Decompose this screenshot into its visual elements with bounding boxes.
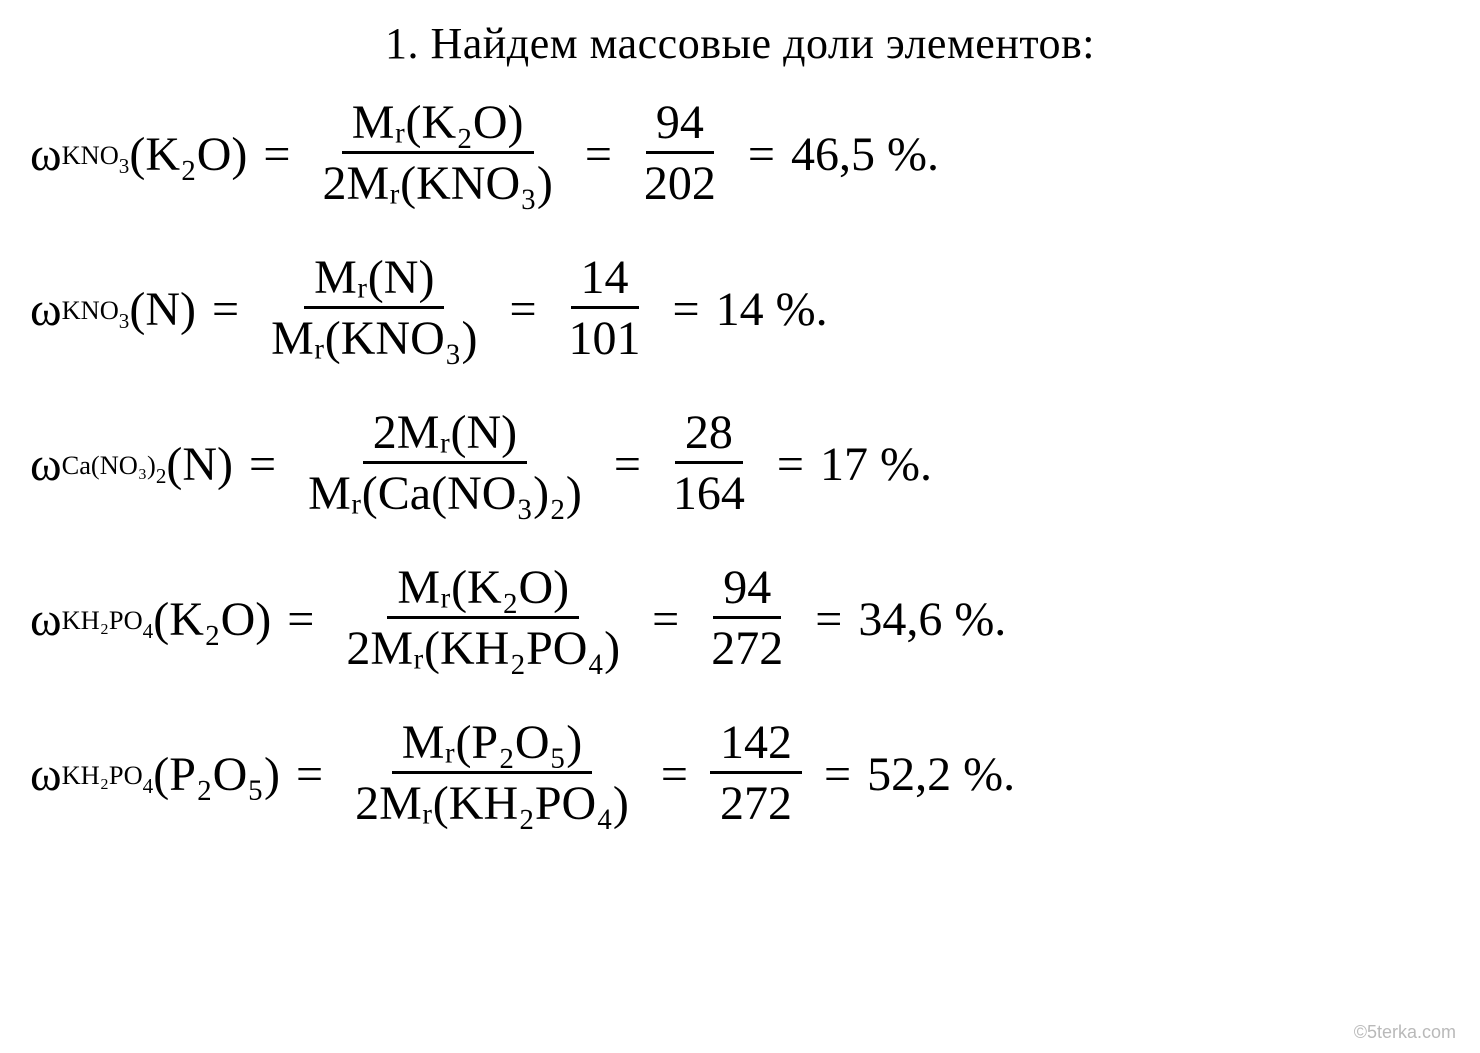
omega-arg: (N) xyxy=(129,286,196,334)
equals-sign: = xyxy=(824,751,851,799)
equation-row: ω KNO3 (K₂O) = Mᵣ(K₂O) 2Mᵣ(KNO₃) = 94 20… xyxy=(30,97,1450,212)
fraction-numerator: 14 xyxy=(571,252,639,309)
fraction-numeric: 142 272 xyxy=(710,717,802,832)
equals-sign: = xyxy=(249,441,276,489)
sub-compound: KNO xyxy=(62,295,119,325)
omega-term: ω KH₂PO4 (K₂O) xyxy=(30,596,271,644)
fraction-denominator: 2Mᵣ(KH₂PO₄) xyxy=(345,774,639,832)
fraction-numeric: 28 164 xyxy=(663,407,755,522)
equation-row: ω KNO3 (N) = Mᵣ(N) Mᵣ(KNO₃) = 14 101 = 1… xyxy=(30,252,1450,367)
omega-symbol: ω xyxy=(30,286,62,334)
fraction-numerator: Mᵣ(N) xyxy=(304,252,444,309)
fraction-denominator: Mᵣ(KNO₃) xyxy=(261,309,487,367)
fraction-numeric: 14 101 xyxy=(559,252,651,367)
fraction-symbolic: 2Mᵣ(N) Mᵣ(Ca(NO₃)₂) xyxy=(298,407,592,522)
omega-term: ω KNO3 (N) xyxy=(30,286,196,334)
sub-compound: Ca(NO₃) xyxy=(62,450,156,480)
equation-row: ω Ca(NO₃)2 (N) = 2Mᵣ(N) Mᵣ(Ca(NO₃)₂) = 2… xyxy=(30,407,1450,522)
page-title: 1. Найдем массовые доли элементов: xyxy=(30,18,1450,69)
sub-compound: KH₂PO xyxy=(62,605,143,635)
sub-sub: 4 xyxy=(143,774,154,798)
omega-subscript: KH₂PO4 xyxy=(62,762,154,794)
arg-text: N xyxy=(145,283,180,336)
equals-sign: = xyxy=(509,286,536,334)
omega-term: ω Ca(NO₃)2 (N) xyxy=(30,441,233,489)
omega-arg: (P₂O₅) xyxy=(153,751,280,799)
fraction-denominator: 202 xyxy=(634,154,726,212)
result-value: 46,5 %. xyxy=(791,131,939,179)
omega-symbol: ω xyxy=(30,751,62,799)
equals-sign: = xyxy=(652,596,679,644)
fraction-numeric: 94 272 xyxy=(701,562,793,677)
fraction-numeric: 94 202 xyxy=(634,97,726,212)
equation-row: ω KH₂PO4 (K₂O) = Mᵣ(K₂O) 2Mᵣ(KH₂PO₄) = 9… xyxy=(30,562,1450,677)
arg-text: K₂O xyxy=(145,128,231,181)
omega-symbol: ω xyxy=(30,131,62,179)
equation-row: ω KH₂PO4 (P₂O₅) = Mᵣ(P₂O₅) 2Mᵣ(KH₂PO₄) =… xyxy=(30,717,1450,832)
omega-subscript: KNO3 xyxy=(62,142,130,174)
fraction-denominator: 2Mᵣ(KNO₃) xyxy=(312,154,562,212)
fraction-numerator: 28 xyxy=(675,407,743,464)
watermark-text: ©5terka.com xyxy=(1354,1022,1456,1043)
fraction-denominator: 272 xyxy=(710,774,802,832)
sub-sub: 3 xyxy=(119,154,130,178)
equals-sign: = xyxy=(614,441,641,489)
omega-symbol: ω xyxy=(30,441,62,489)
sub-sub: 2 xyxy=(156,464,167,488)
omega-subscript: KNO3 xyxy=(62,297,130,329)
sub-sub: 3 xyxy=(119,309,130,333)
equals-sign: = xyxy=(263,131,290,179)
fraction-numerator: 2Mᵣ(N) xyxy=(363,407,527,464)
equals-sign: = xyxy=(212,286,239,334)
omega-arg: (K₂O) xyxy=(153,596,271,644)
result-value: 17 %. xyxy=(820,441,932,489)
fraction-denominator: 272 xyxy=(701,619,793,677)
equals-sign: = xyxy=(673,286,700,334)
equals-sign: = xyxy=(777,441,804,489)
sub-compound: KH₂PO xyxy=(62,760,143,790)
omega-subscript: Ca(NO₃)2 xyxy=(62,452,167,484)
fraction-denominator: 2Mᵣ(KH₂PO₄) xyxy=(336,619,630,677)
result-value: 52,2 %. xyxy=(867,751,1015,799)
fraction-denominator: 101 xyxy=(559,309,651,367)
omega-arg: (K₂O) xyxy=(129,131,247,179)
fraction-numerator: Mᵣ(K₂O) xyxy=(342,97,534,154)
equals-sign: = xyxy=(296,751,323,799)
fraction-numerator: 94 xyxy=(646,97,714,154)
omega-subscript: KH₂PO4 xyxy=(62,607,154,639)
result-value: 34,6 %. xyxy=(858,596,1006,644)
fraction-numerator: Mᵣ(P₂O₅) xyxy=(392,717,593,774)
omega-symbol: ω xyxy=(30,596,62,644)
fraction-denominator: 164 xyxy=(663,464,755,522)
equals-sign: = xyxy=(585,131,612,179)
fraction-symbolic: Mᵣ(N) Mᵣ(KNO₃) xyxy=(261,252,487,367)
fraction-denominator: Mᵣ(Ca(NO₃)₂) xyxy=(298,464,592,522)
result-value: 14 %. xyxy=(716,286,828,334)
fraction-symbolic: Mᵣ(P₂O₅) 2Mᵣ(KH₂PO₄) xyxy=(345,717,639,832)
fraction-symbolic: Mᵣ(K₂O) 2Mᵣ(KH₂PO₄) xyxy=(336,562,630,677)
equals-sign: = xyxy=(287,596,314,644)
arg-text: K₂O xyxy=(169,593,255,646)
fraction-symbolic: Mᵣ(K₂O) 2Mᵣ(KNO₃) xyxy=(312,97,562,212)
omega-arg: (N) xyxy=(166,441,233,489)
equals-sign: = xyxy=(748,131,775,179)
sub-compound: KNO xyxy=(62,140,119,170)
omega-term: ω KNO3 (K₂O) xyxy=(30,131,247,179)
sub-sub: 4 xyxy=(143,619,154,643)
fraction-numerator: Mᵣ(K₂O) xyxy=(387,562,579,619)
fraction-numerator: 94 xyxy=(713,562,781,619)
fraction-numerator: 142 xyxy=(710,717,802,774)
document-page: 1. Найдем массовые доли элементов: ω KNO… xyxy=(0,0,1480,902)
equals-sign: = xyxy=(661,751,688,799)
omega-term: ω KH₂PO4 (P₂O₅) xyxy=(30,751,280,799)
arg-text: N xyxy=(182,438,217,491)
equals-sign: = xyxy=(815,596,842,644)
arg-text: P₂O₅ xyxy=(169,748,264,801)
